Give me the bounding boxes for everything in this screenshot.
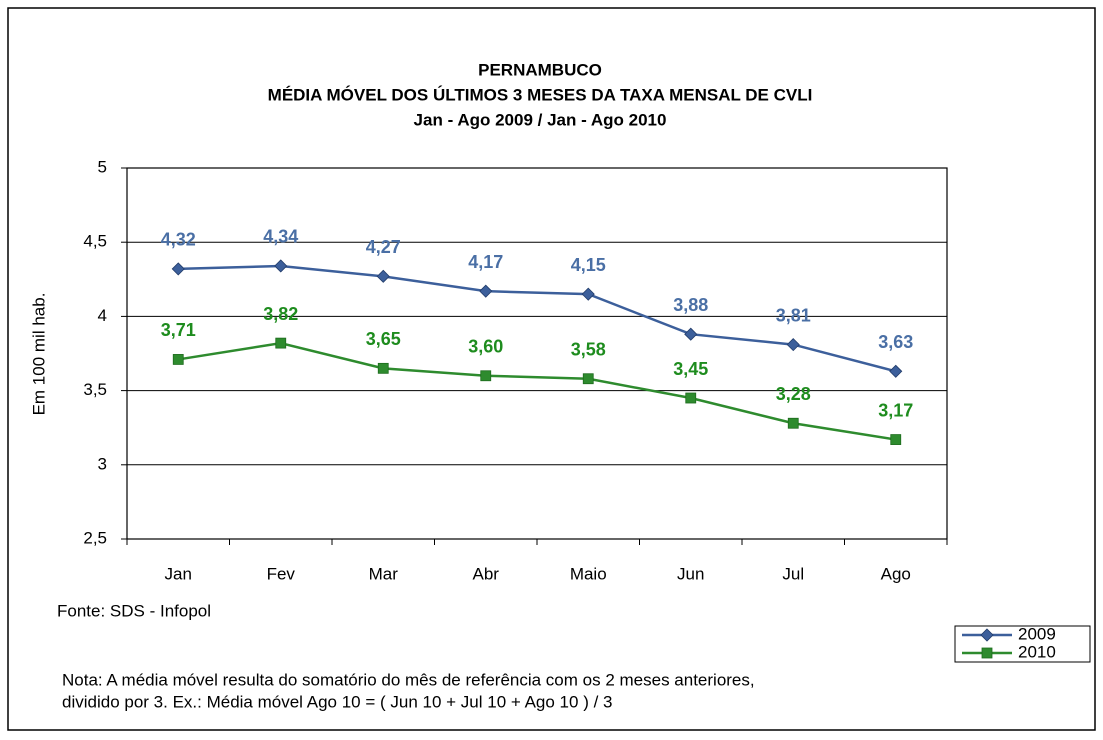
- data-label: 3,63: [878, 332, 913, 352]
- note: Nota: A média móvel resulta do somatório…: [62, 670, 755, 689]
- x-tick-label: Maio: [570, 564, 607, 583]
- data-label: 4,17: [468, 252, 503, 272]
- x-tick-label: Jun: [677, 564, 704, 583]
- point: [890, 434, 902, 445]
- point: [787, 417, 799, 429]
- y-tick-label: 3: [98, 454, 107, 473]
- data-label: 3,71: [161, 320, 196, 340]
- point: [889, 364, 903, 378]
- data-label: 3,81: [776, 305, 811, 325]
- point: [172, 354, 184, 365]
- data-label: 3,45: [673, 359, 708, 379]
- legend-box: [954, 625, 1091, 663]
- x-tick-label: Mar: [369, 564, 399, 583]
- data-label: 3,88: [673, 295, 708, 315]
- x-tick-label: Ago: [881, 564, 911, 583]
- data-label: 3,65: [366, 329, 401, 349]
- y-tick-label: 3,5: [83, 380, 107, 399]
- point: [684, 327, 698, 341]
- point: [275, 337, 287, 349]
- x-tick-label: Fev: [267, 564, 296, 583]
- y-tick-label: 2,5: [83, 528, 107, 547]
- legend-marker: [981, 647, 993, 659]
- y-axis-label: Em 100 mil hab.: [29, 293, 48, 416]
- point: [480, 370, 492, 382]
- point: [377, 362, 389, 374]
- point: [479, 284, 493, 298]
- point: [685, 392, 697, 404]
- legend-label: 2010: [1018, 642, 1056, 661]
- x-tick-label: Jul: [782, 564, 804, 583]
- y-tick-label: 4,5: [83, 232, 107, 251]
- legend-label: 2009: [1018, 624, 1056, 643]
- chart-title: MÉDIA MÓVEL DOS ÚLTIMOS 3 MESES DA TAXA …: [268, 85, 813, 104]
- y-tick-label: 5: [98, 157, 107, 176]
- x-tick-label: Jan: [165, 564, 192, 583]
- point: [786, 338, 800, 352]
- source: Fonte: SDS - Infopol: [57, 601, 211, 620]
- data-label: 3,82: [263, 304, 298, 324]
- data-label: 3,58: [571, 339, 606, 359]
- point: [171, 262, 185, 276]
- data-label: 4,27: [366, 237, 401, 257]
- chart-title: Jan - Ago 2009 / Jan - Ago 2010: [414, 110, 667, 129]
- data-label: 4,34: [263, 227, 298, 247]
- series-line: [178, 264, 897, 373]
- data-label: 4,15: [571, 255, 606, 275]
- point: [376, 269, 390, 283]
- data-label: 3,60: [468, 337, 503, 357]
- x-tick-label: Abr: [473, 564, 500, 583]
- note: dividido por 3. Ex.: Média móvel Ago 10 …: [62, 692, 612, 711]
- chart-title: PERNAMBUCO: [478, 60, 602, 79]
- y-tick-label: 4: [98, 306, 107, 325]
- legend-marker: [980, 628, 994, 642]
- point: [581, 287, 595, 301]
- data-label: 3,17: [878, 400, 913, 420]
- point: [582, 373, 594, 385]
- series-line: [178, 341, 896, 441]
- chart-frame: [7, 7, 1096, 731]
- point: [274, 259, 288, 273]
- data-label: 3,28: [776, 384, 811, 404]
- data-label: 4,32: [161, 230, 196, 250]
